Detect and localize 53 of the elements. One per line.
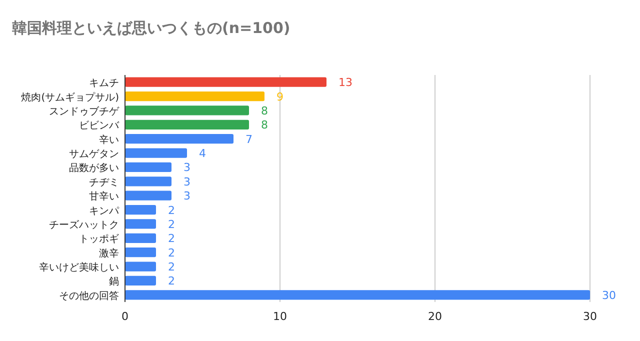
bar bbox=[125, 77, 326, 87]
data-label: 13 bbox=[338, 76, 352, 90]
data-label: 2 bbox=[168, 232, 175, 246]
bar bbox=[125, 262, 156, 272]
y-tick-label: チーズハットク bbox=[49, 218, 119, 231]
x-tick-label: 30 bbox=[583, 310, 597, 323]
bar bbox=[125, 106, 249, 116]
y-tick-label: チヂミ bbox=[89, 177, 119, 188]
y-tick-label: キムチ bbox=[89, 78, 119, 90]
y-tick-label: 品数が多い bbox=[69, 162, 119, 174]
y-tick-label: 鍋 bbox=[109, 276, 119, 288]
bar bbox=[125, 248, 156, 258]
y-tick-label: スンドゥブチゲ bbox=[49, 105, 120, 118]
data-label: 4 bbox=[199, 147, 206, 160]
x-tick-label: 20 bbox=[428, 310, 442, 323]
bar bbox=[125, 134, 234, 144]
bar bbox=[125, 91, 264, 102]
bar bbox=[125, 219, 156, 229]
bar bbox=[125, 148, 187, 158]
y-tick-label: サムゲタン bbox=[69, 149, 119, 160]
y-tick-label: トッポギ bbox=[79, 233, 119, 246]
bar bbox=[125, 120, 249, 130]
data-label: 30 bbox=[602, 288, 616, 302]
x-tick-label: 0 bbox=[122, 310, 128, 323]
bar bbox=[125, 233, 156, 243]
x-tick-label: 10 bbox=[273, 310, 287, 323]
y-tick-label: 焼肉(サムギョプサル) bbox=[21, 91, 120, 104]
data-label: 2 bbox=[168, 246, 175, 260]
data-label: 8 bbox=[261, 118, 268, 132]
bar bbox=[125, 176, 172, 186]
data-label: 2 bbox=[168, 204, 175, 217]
y-tick-label: 甘辛い bbox=[89, 190, 119, 203]
data-label: 2 bbox=[168, 260, 175, 274]
data-label: 2 bbox=[168, 274, 175, 288]
data-label: 3 bbox=[184, 175, 190, 188]
bar bbox=[125, 204, 156, 215]
y-tick-label: 辛いけど美味しい bbox=[39, 262, 119, 274]
data-label: 7 bbox=[246, 132, 252, 146]
y-tick-label: 激辛 bbox=[99, 247, 119, 260]
y-tick-label: ビビンバ bbox=[79, 120, 120, 132]
bar bbox=[125, 162, 172, 172]
bar bbox=[125, 276, 156, 286]
chart-title: 韓国料理といえば思いつくもの(n=100) bbox=[12, 19, 290, 37]
bar bbox=[125, 190, 172, 200]
y-tick-label: その他の回答 bbox=[59, 290, 119, 302]
data-label: 3 bbox=[184, 190, 190, 203]
data-label: 9 bbox=[276, 90, 284, 104]
data-label: 8 bbox=[261, 104, 268, 118]
bar bbox=[125, 290, 590, 300]
data-label: 2 bbox=[168, 218, 175, 231]
y-tick-label: キンパ bbox=[89, 206, 120, 217]
data-label: 3 bbox=[184, 161, 190, 174]
y-tick-label: 辛い bbox=[99, 134, 119, 146]
